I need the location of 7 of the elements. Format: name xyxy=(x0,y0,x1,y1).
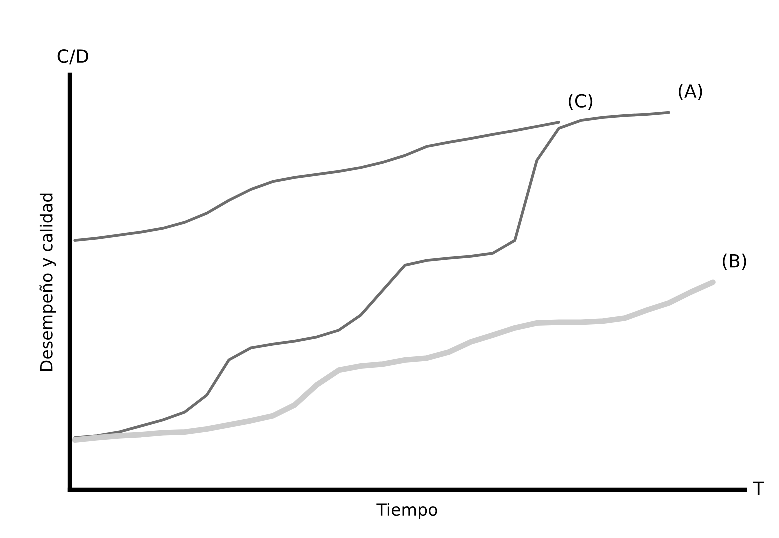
series-label: (A) xyxy=(678,84,702,100)
x-axis-title: Tiempo xyxy=(376,503,438,520)
y-axis-title: Desempeño y calidad xyxy=(40,194,56,372)
series-label: (B) xyxy=(722,254,746,270)
text: T xyxy=(753,482,764,495)
series-label: (C) xyxy=(568,94,593,110)
text: C/D xyxy=(58,50,88,65)
